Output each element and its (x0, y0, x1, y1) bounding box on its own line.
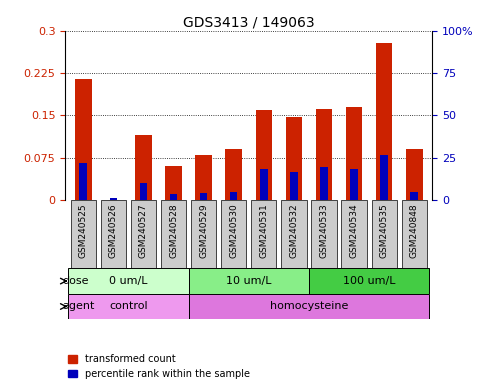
Bar (68, 268, 188, 294)
Bar (290, 172, 298, 200)
Text: GSM240848: GSM240848 (410, 204, 419, 258)
FancyBboxPatch shape (341, 200, 367, 268)
Bar (110, 199, 117, 200)
Text: GSM240535: GSM240535 (380, 204, 389, 258)
Bar (260, 169, 268, 200)
Bar (80, 164, 87, 200)
Bar (346, 107, 362, 200)
Text: GSM240529: GSM240529 (199, 204, 208, 258)
Bar (68, 294, 188, 319)
Bar (226, 149, 242, 200)
Bar (140, 183, 147, 200)
Bar (316, 109, 332, 200)
FancyBboxPatch shape (101, 200, 126, 268)
Text: homocysteine: homocysteine (270, 301, 348, 311)
Bar (320, 167, 328, 200)
Bar (200, 194, 207, 200)
Bar (350, 169, 358, 200)
FancyBboxPatch shape (371, 200, 397, 268)
Text: GSM240525: GSM240525 (79, 204, 88, 258)
Title: GDS3413 / 149063: GDS3413 / 149063 (183, 16, 314, 30)
FancyBboxPatch shape (71, 200, 96, 268)
Text: GSM240534: GSM240534 (350, 204, 358, 258)
Text: 10 um/L: 10 um/L (226, 276, 271, 286)
Bar (256, 110, 272, 200)
Bar (195, 155, 212, 200)
FancyBboxPatch shape (161, 200, 186, 268)
FancyBboxPatch shape (401, 200, 427, 268)
Text: GSM240532: GSM240532 (289, 204, 298, 258)
Text: GSM240530: GSM240530 (229, 204, 238, 258)
Bar (381, 155, 388, 200)
Text: 0 um/L: 0 um/L (109, 276, 148, 286)
Text: GSM240526: GSM240526 (109, 204, 118, 258)
FancyBboxPatch shape (131, 200, 156, 268)
Text: control: control (109, 301, 148, 311)
Text: GSM240533: GSM240533 (319, 204, 328, 258)
Text: GSM240528: GSM240528 (169, 204, 178, 258)
Text: agent: agent (63, 301, 95, 311)
Text: 100 um/L: 100 um/L (343, 276, 396, 286)
FancyBboxPatch shape (281, 200, 307, 268)
Bar (309, 268, 429, 294)
Bar (406, 149, 423, 200)
FancyBboxPatch shape (312, 200, 337, 268)
Text: dose: dose (63, 276, 89, 286)
Bar (135, 135, 152, 200)
Bar (188, 268, 309, 294)
FancyBboxPatch shape (251, 200, 276, 268)
Bar (165, 166, 182, 200)
Legend: transformed count, percentile rank within the sample: transformed count, percentile rank withi… (68, 354, 250, 379)
FancyBboxPatch shape (191, 200, 216, 268)
Bar (75, 79, 92, 200)
Bar (170, 194, 177, 200)
Bar (230, 192, 238, 200)
FancyBboxPatch shape (221, 200, 246, 268)
Bar (188, 294, 429, 319)
Bar (411, 192, 418, 200)
Text: GSM240531: GSM240531 (259, 204, 268, 258)
Text: GSM240527: GSM240527 (139, 204, 148, 258)
Bar (376, 43, 392, 200)
Bar (285, 117, 302, 200)
